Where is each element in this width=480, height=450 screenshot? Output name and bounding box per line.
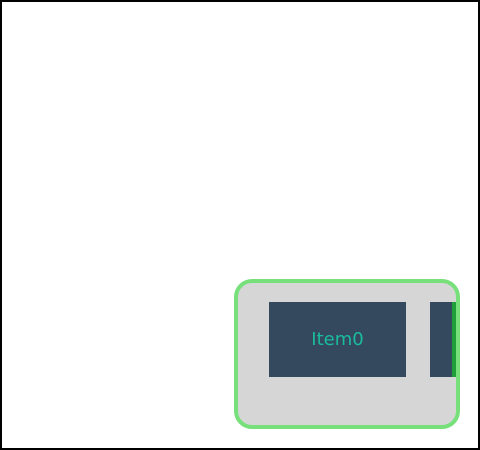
list-item[interactable]: Item0	[269, 302, 406, 377]
scroll-track: Item0	[269, 302, 456, 377]
list-item-label: Item0	[311, 329, 364, 350]
list-item[interactable]	[430, 302, 456, 377]
horizontal-scroll-container[interactable]: Item0	[234, 279, 460, 429]
scroll-edge-indicator	[452, 302, 456, 377]
